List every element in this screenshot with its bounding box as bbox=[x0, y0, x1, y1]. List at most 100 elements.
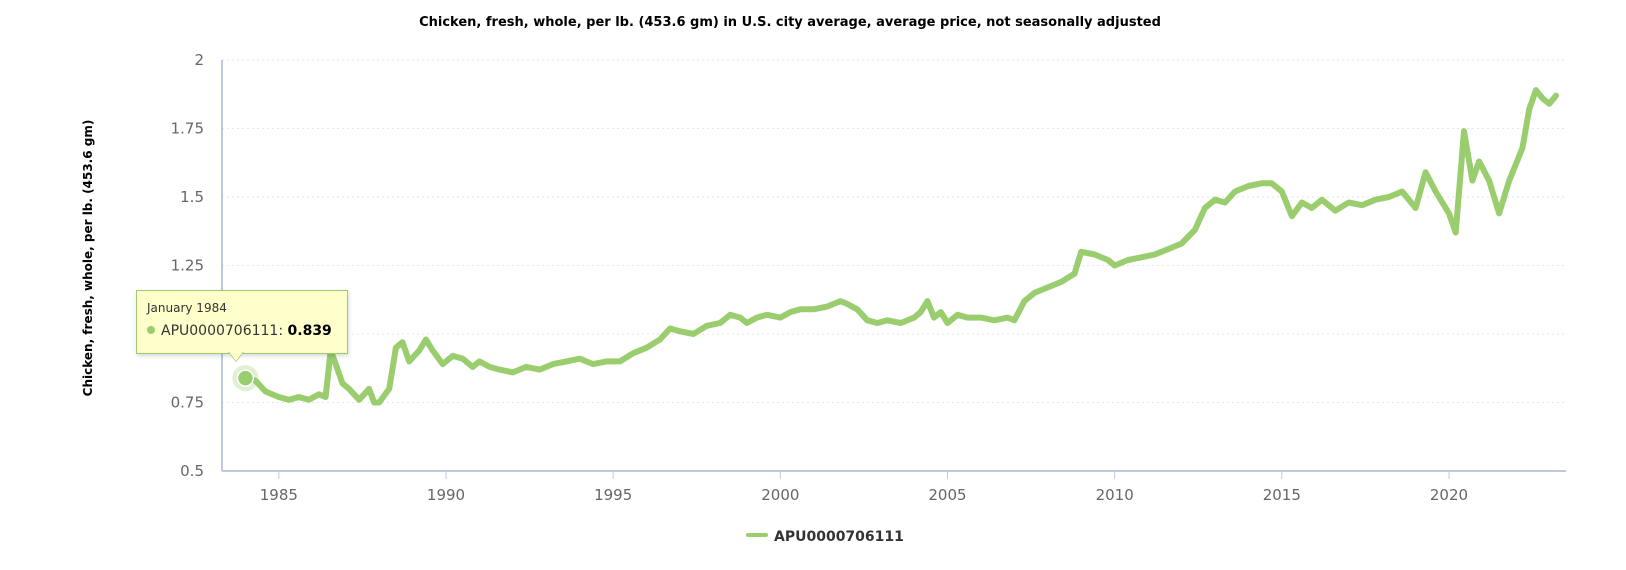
data-point bbox=[1448, 212, 1450, 214]
data-point bbox=[499, 369, 500, 371]
data-point bbox=[1301, 202, 1303, 203]
legend-item[interactable]: APU0000706111 bbox=[746, 529, 904, 545]
data-point bbox=[1374, 199, 1376, 201]
data-point bbox=[766, 314, 768, 316]
data-point bbox=[552, 363, 554, 365]
data-point bbox=[1094, 254, 1096, 255]
data-point bbox=[659, 339, 661, 340]
x-tick-label: 2020 bbox=[1430, 486, 1468, 504]
y-axis-ticks: 0.5 0.75 1.25 1.5 1.75 2 bbox=[171, 51, 204, 480]
data-point bbox=[1542, 97, 1544, 99]
data-point bbox=[993, 319, 995, 321]
data-point bbox=[565, 360, 567, 362]
data-point bbox=[1321, 199, 1323, 201]
data-point bbox=[1388, 196, 1390, 198]
data-point bbox=[1127, 259, 1129, 261]
y-tick-label: 0.75 bbox=[171, 394, 204, 412]
y-tick-label: 1.75 bbox=[171, 120, 204, 138]
data-point bbox=[719, 322, 721, 324]
data-point bbox=[1234, 191, 1236, 192]
x-tick-label: 1990 bbox=[427, 486, 465, 504]
data-point bbox=[395, 347, 397, 349]
data-point bbox=[472, 366, 474, 368]
series-line bbox=[242, 87, 1559, 406]
data-point bbox=[1311, 207, 1313, 209]
data-point bbox=[1441, 202, 1443, 203]
data-point bbox=[265, 391, 266, 392]
data-point bbox=[967, 317, 969, 319]
tooltip-series-name: APU0000706111 bbox=[161, 323, 279, 339]
grid-lines bbox=[222, 59, 1566, 403]
data-point bbox=[1247, 185, 1249, 187]
data-point bbox=[1023, 300, 1025, 302]
data-point bbox=[1535, 89, 1537, 91]
data-point bbox=[432, 349, 434, 351]
data-point bbox=[335, 363, 337, 365]
data-point bbox=[288, 399, 290, 401]
data-point bbox=[368, 388, 370, 390]
data-point bbox=[452, 355, 454, 357]
data-point bbox=[926, 300, 928, 302]
data-point bbox=[947, 322, 948, 324]
data-point bbox=[706, 325, 708, 327]
data-point bbox=[1463, 130, 1465, 132]
data-point bbox=[1415, 207, 1417, 209]
data-point bbox=[1334, 210, 1336, 212]
data-point bbox=[1291, 215, 1293, 217]
data-point bbox=[756, 317, 758, 319]
data-point bbox=[1548, 103, 1550, 105]
x-tick-label: 1995 bbox=[594, 486, 632, 504]
data-point bbox=[402, 341, 403, 343]
x-tick-label: 2005 bbox=[928, 486, 966, 504]
data-point bbox=[341, 382, 343, 384]
data-point bbox=[1194, 229, 1196, 231]
data-point bbox=[1515, 163, 1517, 165]
data-point bbox=[739, 317, 741, 319]
data-point bbox=[1007, 317, 1009, 319]
data-point bbox=[646, 347, 648, 349]
data-point bbox=[1167, 248, 1169, 250]
data-point bbox=[1060, 281, 1062, 283]
data-point bbox=[840, 300, 841, 302]
data-point bbox=[1471, 180, 1473, 182]
data-point bbox=[1013, 319, 1015, 321]
data-point bbox=[512, 371, 514, 373]
data-point bbox=[579, 358, 581, 360]
data-point bbox=[1214, 199, 1216, 201]
data-point bbox=[1074, 273, 1075, 275]
data-point bbox=[462, 358, 464, 360]
series-points bbox=[244, 89, 1557, 403]
data-point bbox=[866, 319, 868, 321]
data-point bbox=[592, 363, 594, 365]
data-point bbox=[913, 317, 915, 319]
data-point bbox=[418, 349, 420, 351]
data-point bbox=[425, 339, 427, 340]
data-point bbox=[1488, 180, 1490, 182]
data-point bbox=[1261, 182, 1263, 184]
data-point bbox=[1361, 204, 1363, 206]
data-point bbox=[1528, 108, 1530, 110]
data-point bbox=[1224, 202, 1226, 203]
data-point bbox=[489, 366, 490, 368]
data-point bbox=[746, 322, 748, 324]
data-point bbox=[900, 322, 902, 324]
data-point bbox=[933, 317, 935, 319]
tooltip: January 1984 APU0000706111: 0.839 bbox=[136, 290, 348, 354]
x-tick-label: 2010 bbox=[1096, 486, 1134, 504]
x-tick-label: 1985 bbox=[260, 486, 298, 504]
y-tick-label: 1.5 bbox=[180, 188, 204, 206]
data-point bbox=[886, 319, 888, 321]
data-point bbox=[1140, 256, 1142, 258]
data-point bbox=[1281, 191, 1283, 192]
data-point bbox=[856, 308, 858, 310]
data-point bbox=[1508, 180, 1510, 182]
data-point bbox=[1401, 191, 1403, 192]
data-point bbox=[378, 402, 380, 403]
chart-title: Chicken, fresh, whole, per lb. (453.6 gm… bbox=[419, 15, 1161, 30]
data-point bbox=[1204, 207, 1206, 209]
tooltip-date: January 1984 bbox=[147, 301, 227, 315]
tooltip-value: 0.839 bbox=[287, 323, 332, 339]
x-tick-label: 2000 bbox=[761, 486, 799, 504]
data-point bbox=[373, 402, 375, 403]
data-point bbox=[679, 330, 681, 332]
